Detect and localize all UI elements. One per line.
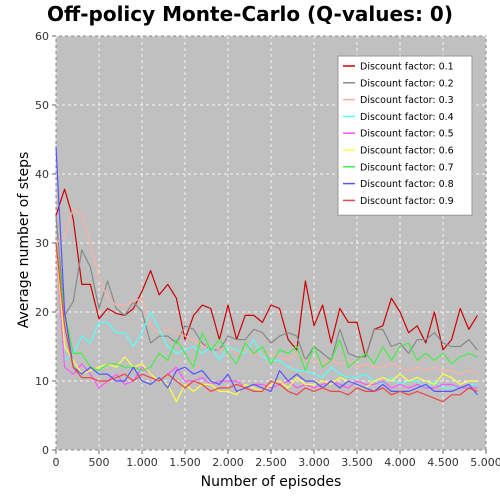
series-line-9 xyxy=(55,242,478,403)
y-tick-label: 50 xyxy=(35,99,49,112)
x-tick-label: 2.000 xyxy=(212,456,244,469)
legend-label: Discount factor: 0.6 xyxy=(360,146,454,157)
series-line-7 xyxy=(55,242,478,372)
legend-label: Discount factor: 0.4 xyxy=(360,112,454,123)
series-line-8 xyxy=(55,146,478,396)
legend-label: Discount factor: 0.1 xyxy=(360,62,454,73)
legend-label: Discount factor: 0.2 xyxy=(360,78,454,89)
series-line-6 xyxy=(55,242,478,403)
series-lines xyxy=(55,146,478,403)
x-tick-label: 500 xyxy=(89,456,110,469)
legend: Discount factor: 0.1 Discount factor: 0.2… xyxy=(337,55,473,216)
y-tick-label: 60 xyxy=(35,30,49,43)
series-line-2 xyxy=(55,215,478,361)
y-tick-label: 20 xyxy=(35,306,49,319)
series-line-1 xyxy=(55,188,478,358)
x-tick-label: 5.000 xyxy=(470,456,500,469)
y-tick-label: 30 xyxy=(35,237,49,250)
x-tick-label: 2.500 xyxy=(255,456,287,469)
legend-label: Discount factor: 0.5 xyxy=(360,129,454,140)
y-tick-label: 10 xyxy=(35,375,49,388)
legend-label: Discount factor: 0.3 xyxy=(360,95,454,106)
legend-label: Discount factor: 0.8 xyxy=(360,179,454,190)
series-line-4 xyxy=(55,242,478,389)
x-tick-label: 3.500 xyxy=(341,456,373,469)
legend-label: Discount factor: 0.7 xyxy=(360,162,454,173)
x-tick-label: 4.000 xyxy=(384,456,416,469)
chart-title: Off-policy Monte-Carlo (Q-values: 0) xyxy=(47,2,453,26)
x-axis-label: Number of episodes xyxy=(200,474,342,490)
x-tick-label: 0 xyxy=(53,456,60,469)
legend-box xyxy=(337,55,473,216)
axis-ticks: 0 500 1.000 1.500 2.000 2.500 3.000 3.500 4.000 4… xyxy=(35,30,500,469)
x-tick-label: 3.000 xyxy=(298,456,330,469)
x-tick-label: 4.500 xyxy=(427,456,459,469)
x-tick-label: 1.500 xyxy=(169,456,201,469)
y-axis-label: Average number of steps xyxy=(16,151,32,329)
x-tick-label: 1.000 xyxy=(126,456,158,469)
legend-label: Discount factor: 0.9 xyxy=(360,196,454,207)
y-tick-label: 40 xyxy=(35,168,49,181)
y-tick-label: 0 xyxy=(42,444,49,457)
